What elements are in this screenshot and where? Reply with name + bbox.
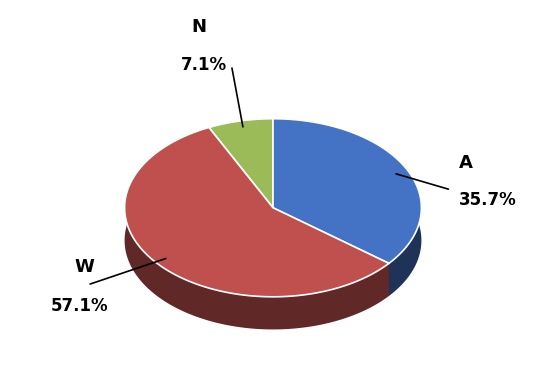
Polygon shape bbox=[124, 128, 389, 329]
Polygon shape bbox=[273, 119, 422, 296]
Text: N: N bbox=[192, 18, 206, 36]
Polygon shape bbox=[273, 208, 389, 296]
Text: 57.1%: 57.1% bbox=[50, 297, 108, 315]
Text: W: W bbox=[74, 258, 94, 276]
Polygon shape bbox=[273, 119, 422, 263]
Polygon shape bbox=[209, 128, 273, 240]
Polygon shape bbox=[124, 128, 389, 297]
Polygon shape bbox=[209, 128, 273, 240]
Polygon shape bbox=[209, 119, 273, 208]
Polygon shape bbox=[209, 119, 273, 160]
Text: 7.1%: 7.1% bbox=[181, 56, 227, 75]
Text: 35.7%: 35.7% bbox=[459, 191, 517, 210]
Polygon shape bbox=[273, 208, 389, 296]
Text: A: A bbox=[459, 154, 472, 172]
